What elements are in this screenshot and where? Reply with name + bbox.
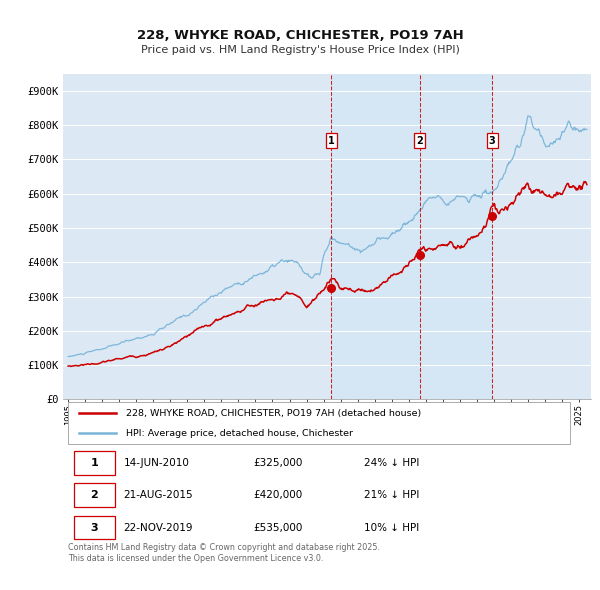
Text: Price paid vs. HM Land Registry's House Price Index (HPI): Price paid vs. HM Land Registry's House … [140, 45, 460, 54]
Text: 1: 1 [90, 458, 98, 468]
Text: 14-JUN-2010: 14-JUN-2010 [124, 458, 190, 468]
Text: £325,000: £325,000 [253, 458, 302, 468]
Text: HPI: Average price, detached house, Chichester: HPI: Average price, detached house, Chic… [127, 429, 353, 438]
Text: Contains HM Land Registry data © Crown copyright and database right 2025.
This d: Contains HM Land Registry data © Crown c… [68, 543, 380, 563]
Text: 228, WHYKE ROAD, CHICHESTER, PO19 7AH: 228, WHYKE ROAD, CHICHESTER, PO19 7AH [137, 29, 463, 42]
Text: 24% ↓ HPI: 24% ↓ HPI [364, 458, 419, 468]
Text: 21-AUG-2015: 21-AUG-2015 [124, 490, 193, 500]
Text: 228, WHYKE ROAD, CHICHESTER, PO19 7AH (detached house): 228, WHYKE ROAD, CHICHESTER, PO19 7AH (d… [127, 409, 422, 418]
Text: 1: 1 [328, 136, 335, 146]
Text: 2: 2 [416, 136, 423, 146]
Text: 22-NOV-2019: 22-NOV-2019 [124, 523, 193, 533]
Bar [74, 516, 115, 539]
Text: 21% ↓ HPI: 21% ↓ HPI [364, 490, 419, 500]
Text: £420,000: £420,000 [253, 490, 302, 500]
Text: 2: 2 [90, 490, 98, 500]
Text: 3: 3 [489, 136, 496, 146]
Bar [331, 74, 492, 399]
Bar [74, 451, 115, 475]
Text: 10% ↓ HPI: 10% ↓ HPI [364, 523, 419, 533]
Text: 3: 3 [91, 523, 98, 533]
Bar [74, 483, 115, 507]
Text: £535,000: £535,000 [253, 523, 302, 533]
